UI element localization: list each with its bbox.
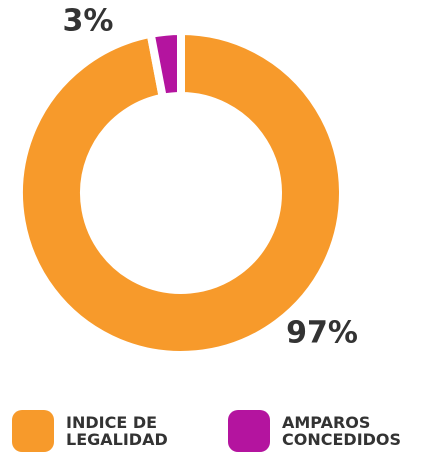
value-label: 97% — [286, 316, 358, 351]
legend-swatch — [12, 410, 54, 452]
legend-swatch — [228, 410, 270, 452]
legend-label: INDICE DE LEGALIDAD — [66, 413, 168, 449]
value-label: 3% — [63, 4, 114, 39]
legend-label: AMPAROS CONCEDIDOS — [282, 413, 402, 449]
slice — [145, 26, 185, 103]
slice — [15, 26, 347, 359]
legend-item: AMPAROS CONCEDIDOS — [228, 410, 412, 452]
chart: 97% 3% — [15, 3, 358, 359]
legend-item: INDICE DE LEGALIDAD — [12, 410, 196, 452]
